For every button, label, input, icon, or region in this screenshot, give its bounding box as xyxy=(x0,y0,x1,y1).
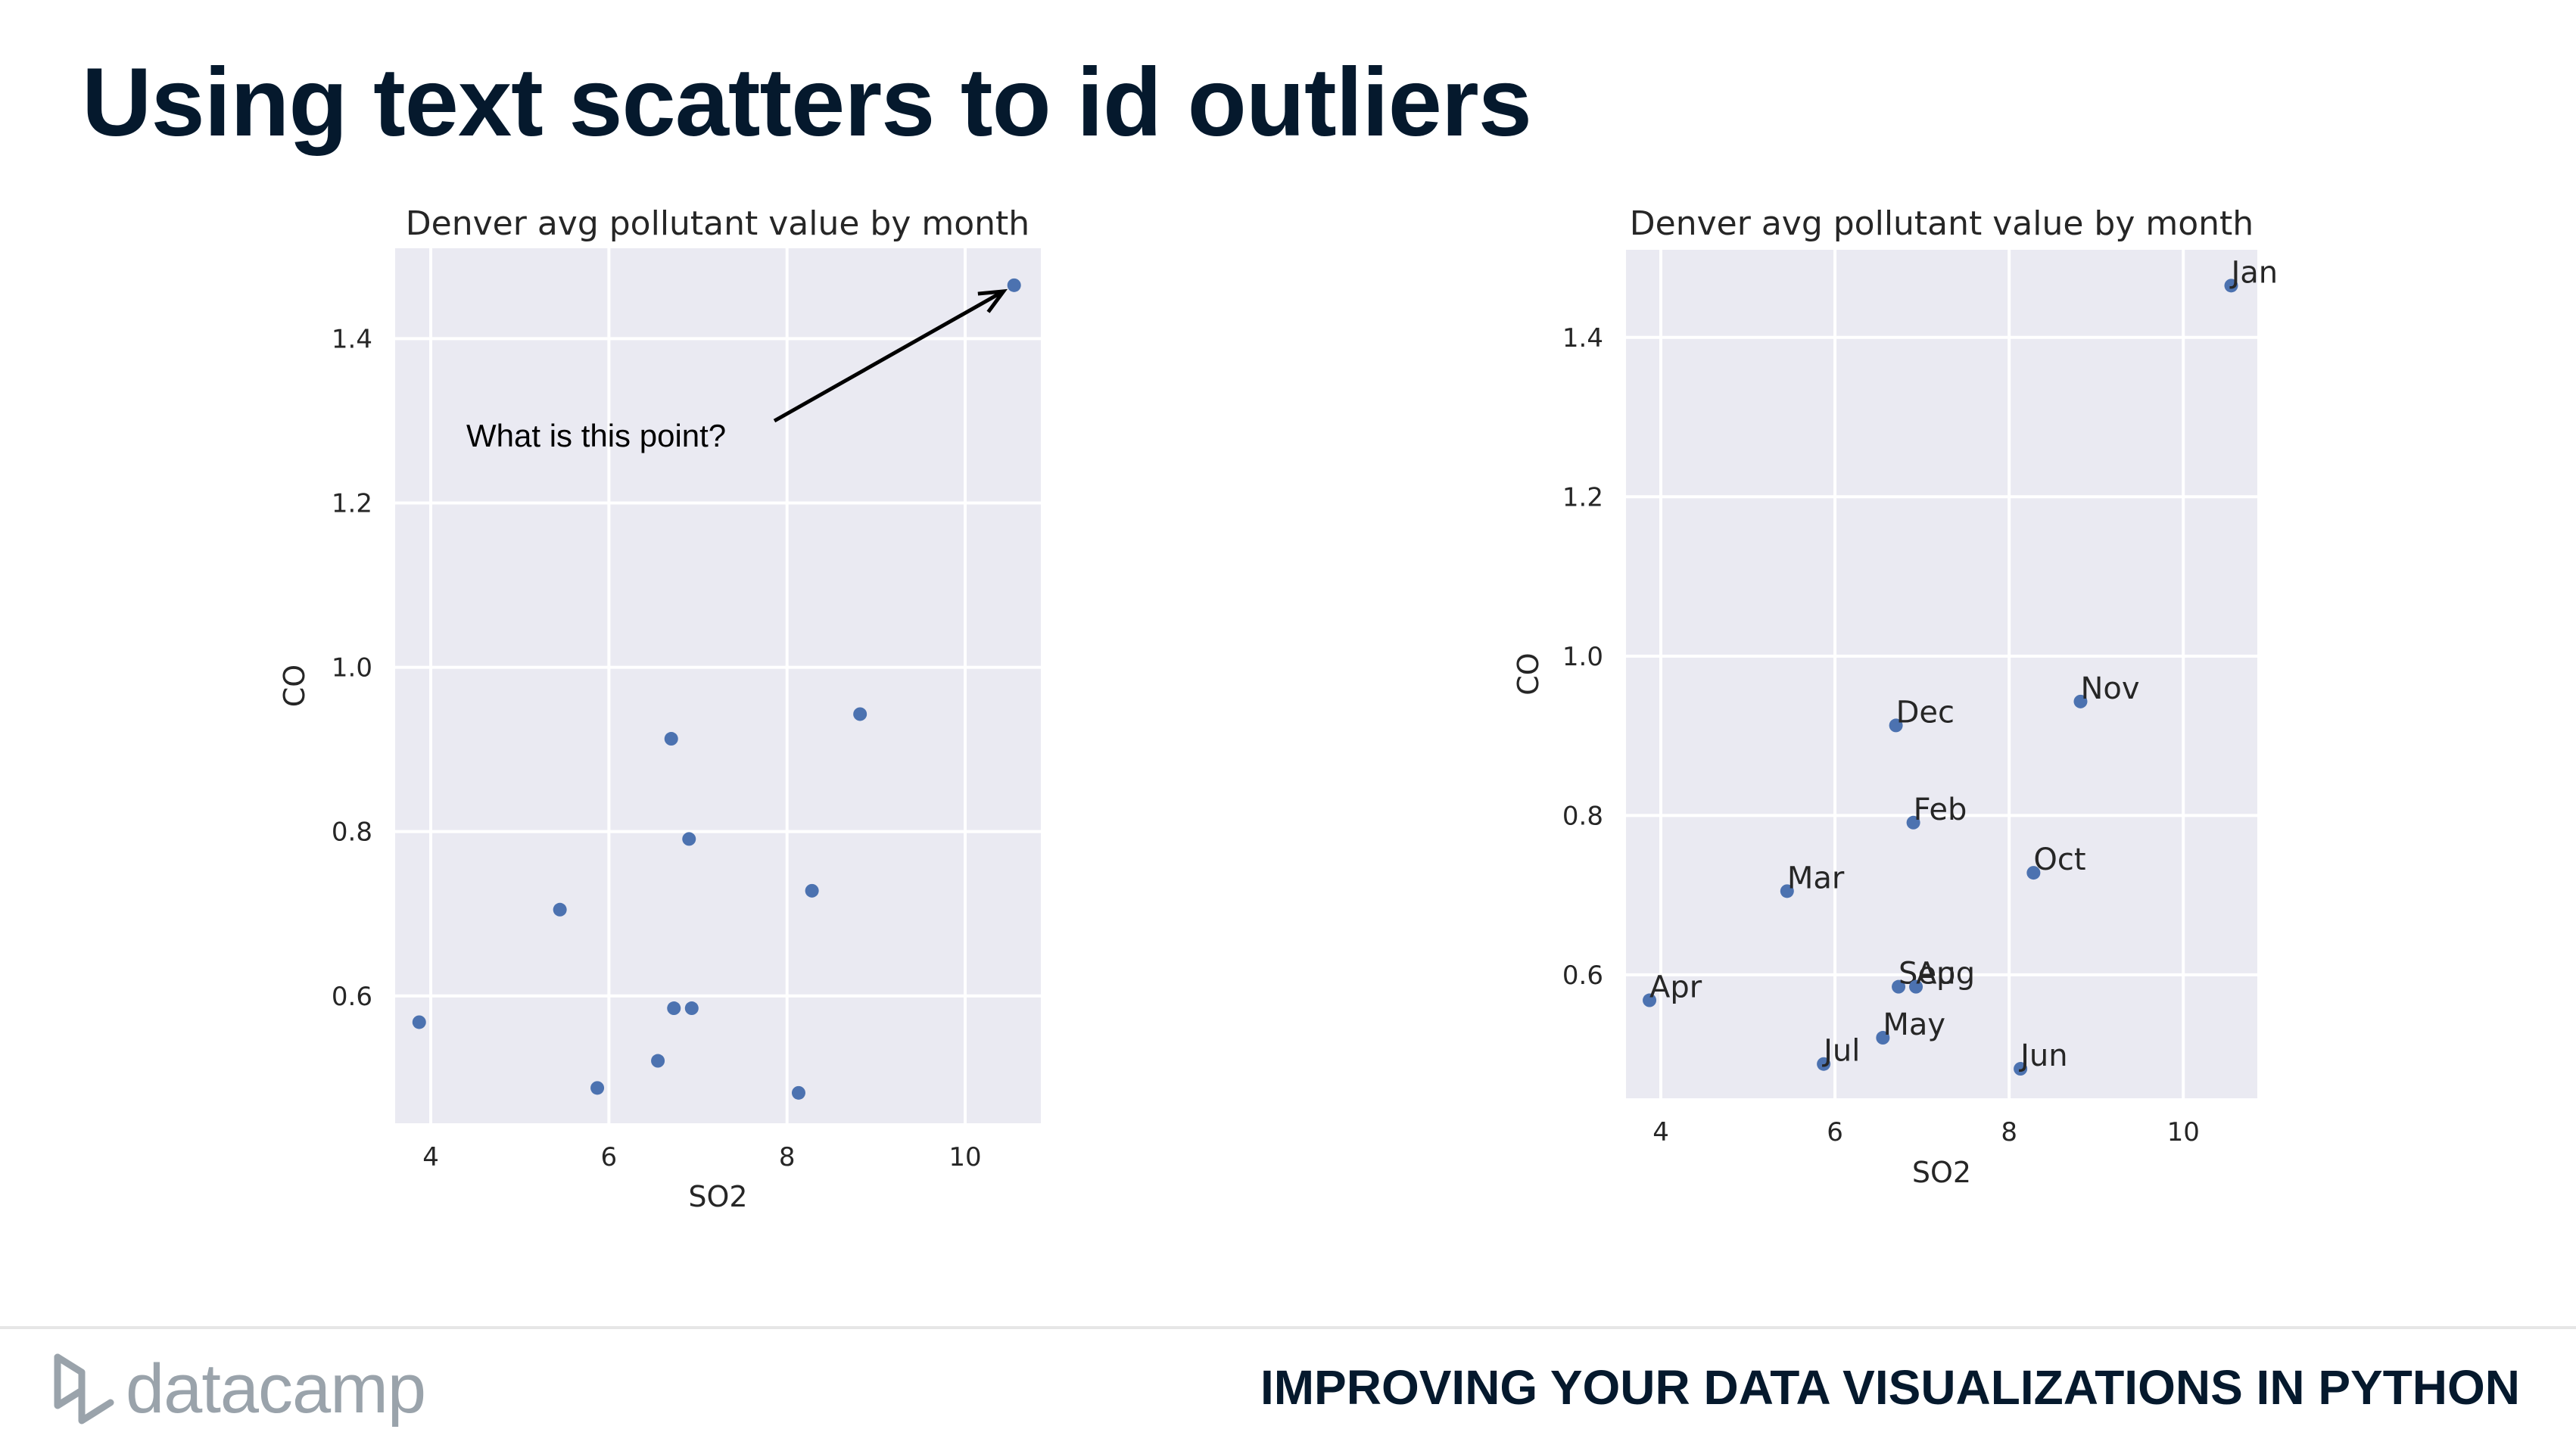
x-axis-label: SO2 xyxy=(688,1180,747,1213)
data-point xyxy=(682,832,696,846)
y-axis-label: CO xyxy=(278,665,311,707)
data-point xyxy=(853,707,867,721)
data-point xyxy=(553,902,567,917)
data-point-label: Apr xyxy=(1649,970,1702,1005)
slide-title: Using text scatters to id outliers xyxy=(82,48,1532,157)
y-tick-label: 1.0 xyxy=(1562,642,1603,672)
data-point-label: Feb xyxy=(1914,792,1967,827)
y-tick-label: 0.6 xyxy=(1562,961,1603,991)
y-tick-label: 1.4 xyxy=(1562,323,1603,353)
data-point xyxy=(590,1081,605,1095)
data-point xyxy=(1007,278,1021,292)
y-tick-label: 0.6 xyxy=(332,982,372,1012)
y-tick-label: 1.0 xyxy=(332,653,372,683)
data-point xyxy=(1876,1031,1890,1045)
x-tick-label: 4 xyxy=(422,1142,439,1172)
data-point xyxy=(1817,1057,1831,1071)
y-tick-label: 1.2 xyxy=(1562,482,1603,512)
data-point xyxy=(1892,979,1906,994)
data-point-label: Mar xyxy=(1787,861,1845,895)
x-tick-label: 6 xyxy=(1827,1117,1843,1147)
footer-divider xyxy=(0,1326,2576,1329)
data-point-label: Jan xyxy=(2229,255,2278,290)
data-point-label: Aug xyxy=(1916,957,1975,992)
data-point xyxy=(1889,718,1903,733)
data-point xyxy=(1643,993,1657,1007)
annotation-arrow-line xyxy=(773,289,1005,423)
x-tick-label: 6 xyxy=(601,1142,618,1172)
y-tick-label: 0.8 xyxy=(1562,801,1603,831)
data-point xyxy=(791,1085,805,1100)
x-tick-label: 4 xyxy=(1652,1117,1669,1147)
x-axis-label: SO2 xyxy=(1912,1156,1971,1189)
chart-title: Denver avg pollutant value by month xyxy=(1630,204,2254,243)
logo-text: datacamp xyxy=(126,1350,426,1428)
datacamp-logo-icon xyxy=(54,1353,114,1425)
annotation-text: What is this point? xyxy=(466,418,726,453)
y-tick-label: 0.8 xyxy=(332,817,372,848)
data-point xyxy=(412,1015,426,1029)
plot-area xyxy=(395,248,1041,1123)
x-tick-label: 10 xyxy=(948,1142,981,1172)
y-tick-label: 1.2 xyxy=(332,488,372,518)
data-point-label: Oct xyxy=(2033,842,2085,877)
data-point xyxy=(651,1054,665,1068)
datacamp-logo: datacamp xyxy=(51,1347,426,1431)
scatter-chart-annotated: 4 6 8 10 0.6 0.8 1.0 1.2 1.4 Denver avg pollutant… xyxy=(278,204,1041,1213)
data-point xyxy=(2224,279,2238,293)
x-tick-label: 10 xyxy=(2167,1117,2200,1147)
data-point xyxy=(664,732,678,746)
data-point xyxy=(2073,694,2088,708)
data-point xyxy=(1909,979,1923,994)
data-point-label: Sep xyxy=(1899,957,1955,992)
plot-area xyxy=(1626,250,2257,1098)
data-point xyxy=(1906,815,1920,830)
data-point-label: May xyxy=(1883,1007,1945,1042)
data-point-label: Nov xyxy=(2080,671,2139,706)
y-axis-label: CO xyxy=(1512,652,1545,695)
data-point xyxy=(1780,884,1794,898)
data-point xyxy=(805,883,819,898)
data-point-label: Jul xyxy=(1821,1034,1860,1069)
data-point xyxy=(2014,1062,2028,1076)
x-tick-label: 8 xyxy=(779,1142,796,1172)
scatter-chart-labeled: 4 6 8 10 0.6 0.8 1.0 1.2 1.4 Denver avg pollutant… xyxy=(1512,204,2278,1189)
course-title: IMPROVING YOUR DATA VISUALIZATIONS IN PY… xyxy=(1260,1360,2520,1415)
data-point xyxy=(2026,866,2041,880)
x-tick-label: 8 xyxy=(2001,1117,2017,1147)
annotation-arrow-head xyxy=(977,288,1008,313)
y-tick-label: 1.4 xyxy=(332,324,372,354)
data-point-label: Jun xyxy=(2018,1038,2068,1073)
data-point-label: Dec xyxy=(1896,695,1955,730)
data-point xyxy=(684,1001,699,1016)
chart-title: Denver avg pollutant value by month xyxy=(406,204,1029,243)
data-point xyxy=(667,1001,681,1016)
